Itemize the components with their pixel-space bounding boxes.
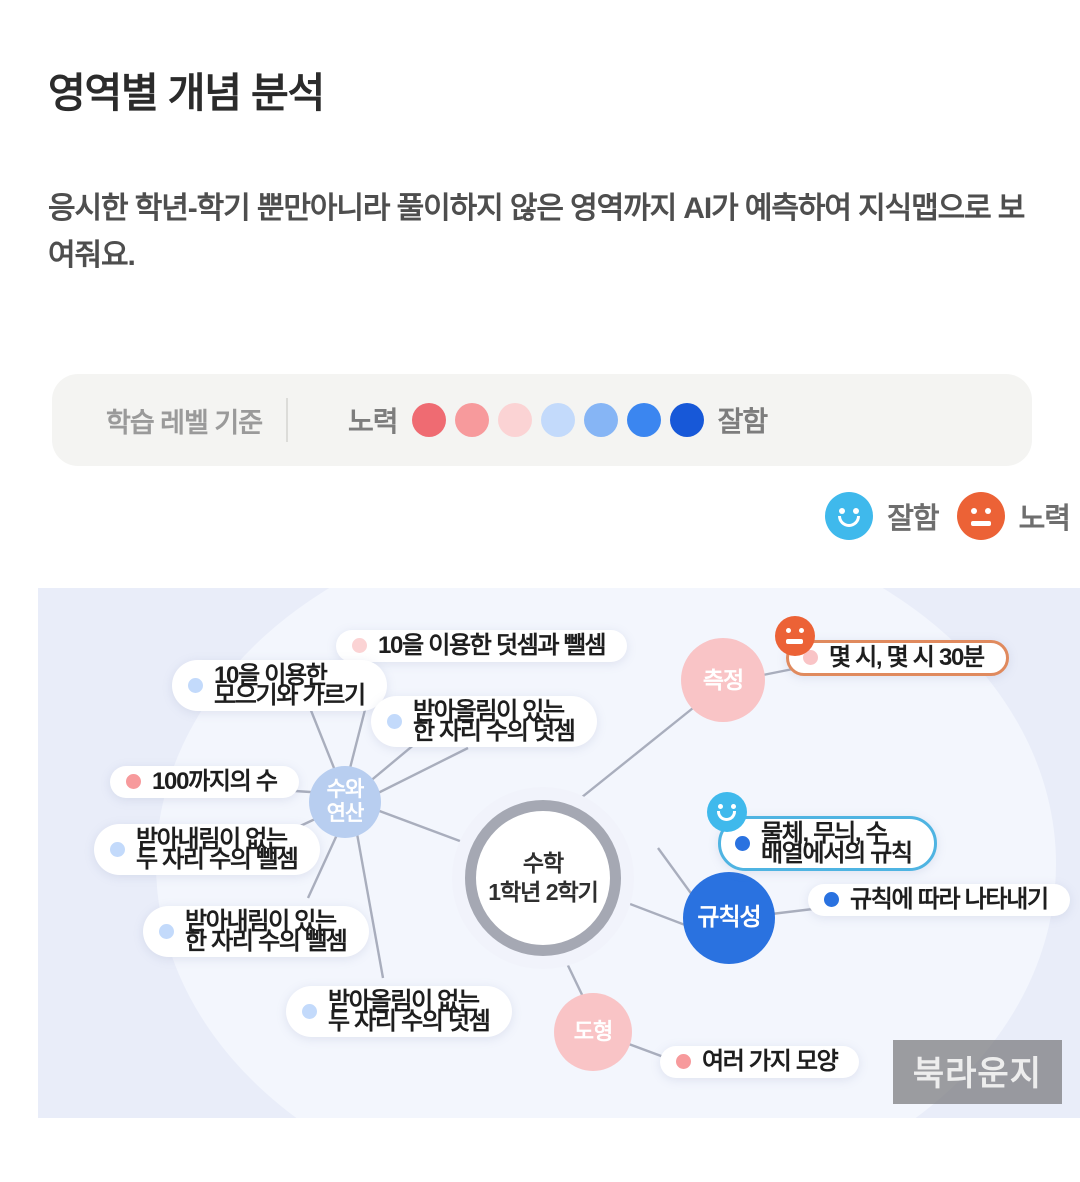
level-scale-dots [411, 403, 704, 437]
face-legend-label-bad: 노력 [1018, 503, 1071, 535]
concept-label: 받아내림이 있는 한 자리 수의 뺄셈 [185, 908, 348, 955]
knowledge-map-panel: 수학 1학년 2학기 수와 연산 측정 규칙성 도형 [38, 588, 1080, 1118]
neutral-face-icon [775, 616, 815, 656]
concept-line1: 받아올림이 있는 [413, 698, 565, 725]
concept-label: 받아올림이 있는 한 자리 수의 덧셈 [413, 698, 576, 745]
concept-label: 여러 가지 모양 [702, 1048, 839, 1075]
concept-pill-c7[interactable]: 받아올림이 없는 두 자리 수의 덧셈 [286, 986, 512, 1038]
category-node-shape[interactable]: 도형 [554, 993, 632, 1071]
concept-label: 규칙에 따라 나타내기 [850, 886, 1049, 913]
level-scale: 노력 잘함 [348, 400, 769, 440]
concept-line2: 한 자리 수의 덧셈 [413, 717, 576, 745]
level-dot-4 [540, 403, 575, 437]
category-node-number-operation[interactable]: 수와 연산 [309, 766, 381, 838]
concept-level-dot [676, 1054, 691, 1070]
level-scale-low-label: 노력 [348, 406, 399, 437]
concept-line1: 규칙에 따라 나타내기 [850, 886, 1049, 913]
level-dot-6 [626, 403, 661, 437]
concept-line1: 받아올림이 없는 [328, 988, 480, 1015]
level-dot-7 [669, 403, 704, 437]
concept-pill-c3[interactable]: 받아올림이 있는 한 자리 수의 덧셈 [371, 696, 597, 748]
face-legend-label-good: 잘함 [887, 503, 939, 535]
level-dot-2 [454, 403, 489, 437]
concept-label: 받아내림이 없는 두 자리 수의 뺄셈 [136, 826, 299, 873]
concept-line2: 배열에서의 규칙 [761, 839, 913, 867]
concept-line2: 두 자리 수의 덧셈 [328, 1007, 491, 1035]
category-node-measurement[interactable]: 측정 [681, 638, 765, 722]
concept-line1: 물체, 무늬, 수 [761, 820, 888, 847]
concept-label: 10을 이용한 덧셈과 뺄셈 [378, 632, 607, 659]
concept-line2: 모으기와 가르기 [214, 681, 366, 709]
watermark: 북라운지 [892, 1040, 1062, 1104]
level-legend-bar: 학습 레벨 기준 노력 잘함 [52, 374, 1032, 466]
concept-pill-c2[interactable]: 10을 이용한 모으기와 가르기 [172, 660, 387, 712]
category-label-shape: 도형 [573, 1019, 613, 1045]
concept-level-dot [387, 714, 402, 730]
concept-level-dot [126, 774, 141, 790]
center-node-line1: 수학 [522, 850, 564, 877]
concept-line1: 몇 시, 몇 시 30분 [829, 644, 985, 671]
concept-level-dot [803, 650, 818, 666]
smiley-face-icon [825, 492, 874, 540]
level-dot-1 [411, 403, 446, 437]
category-label-line1: 수와 [326, 777, 365, 801]
level-dot-5 [583, 403, 618, 437]
concept-pill-c8[interactable]: 몇 시, 몇 시 30분 [775, 616, 1009, 676]
legend-divider [286, 398, 289, 442]
concept-label: 몇 시, 몇 시 30분 [829, 644, 985, 671]
concept-level-dot [735, 836, 750, 852]
page-title: 영역별 개념 분석 [48, 70, 325, 116]
concept-line1: 받아내림이 있는 [185, 908, 337, 935]
center-node-line2: 1학년 2학기 [488, 879, 599, 905]
level-scale-high-label: 잘함 [717, 406, 769, 437]
page-subtitle: 응시한 학년-학기 뿐만아니라 풀이하지 않은 영역까지 AI가 예측하여 지식… [48, 192, 1025, 272]
concept-label: 받아올림이 없는 두 자리 수의 덧셈 [328, 988, 491, 1035]
category-label-regularity: 규칙성 [697, 904, 761, 932]
category-label-line2: 연산 [326, 802, 365, 825]
concept-label: 100까지의 수 [152, 768, 278, 795]
map-nodes: 수학 1학년 2학기 수와 연산 측정 규칙성 도형 [38, 588, 1080, 1118]
neutral-face-icon [956, 492, 1005, 540]
concept-level-dot [110, 842, 125, 858]
category-label-measurement: 측정 [702, 666, 744, 693]
category-node-regularity[interactable]: 규칙성 [683, 872, 775, 964]
concept-level-dot [352, 638, 367, 654]
concept-pill-c5[interactable]: 받아내림이 없는 두 자리 수의 뺄셈 [94, 824, 320, 876]
concept-level-dot [824, 892, 839, 908]
level-legend-label: 학습 레벨 기준 [106, 407, 263, 438]
concept-pill-c6[interactable]: 받아내림이 있는 한 자리 수의 뺄셈 [143, 906, 369, 958]
level-dot-3 [497, 403, 532, 437]
concept-line2: 한 자리 수의 뺄셈 [185, 927, 348, 955]
face-legend-item-bad: 노력 [956, 492, 1071, 540]
smiley-face-icon [707, 792, 747, 832]
center-node-math[interactable]: 수학 1학년 2학기 [465, 800, 621, 956]
face-legend: 잘함 노력 [825, 492, 1071, 540]
concept-line1: 100까지의 수 [152, 768, 278, 795]
concept-line2: 두 자리 수의 뺄셈 [136, 845, 299, 873]
concept-pill-c11[interactable]: 여러 가지 모양 [660, 1046, 860, 1078]
concept-line1: 10을 이용한 덧셈과 뺄셈 [378, 632, 607, 659]
concept-pill-c10[interactable]: 규칙에 따라 나타내기 [808, 884, 1070, 916]
concept-pill-c4[interactable]: 100까지의 수 [110, 766, 299, 798]
concept-label: 물체, 무늬, 수 배열에서의 규칙 [761, 820, 913, 867]
concept-pill-c1[interactable]: 10을 이용한 덧셈과 뺄셈 [336, 630, 628, 662]
concept-label: 10을 이용한 모으기와 가르기 [214, 662, 366, 709]
concept-line1: 여러 가지 모양 [702, 1048, 839, 1075]
concept-line1: 받아내림이 없는 [136, 826, 288, 853]
concept-line1: 10을 이용한 [214, 662, 328, 689]
concept-level-dot [188, 678, 203, 694]
concept-level-dot [159, 924, 174, 940]
concept-level-dot [302, 1004, 317, 1020]
face-legend-item-good: 잘함 [825, 492, 940, 540]
concept-pill-c9[interactable]: 물체, 무늬, 수 배열에서의 규칙 [707, 792, 937, 872]
